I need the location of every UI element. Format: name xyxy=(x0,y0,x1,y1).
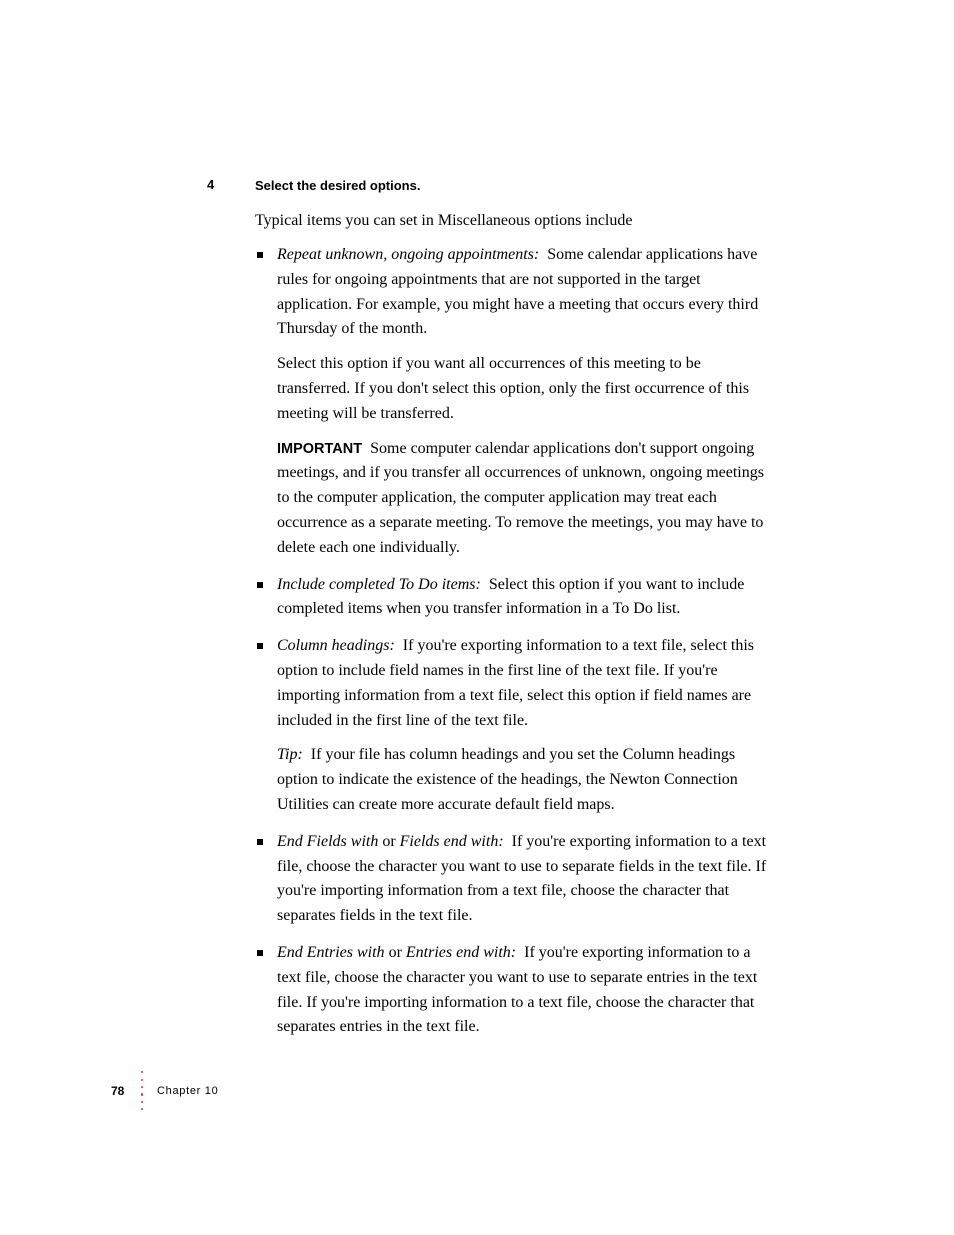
tip-label: Tip: xyxy=(277,746,303,763)
options-list: Repeat unknown, ongoing appointments: So… xyxy=(255,243,767,1040)
option-term: Column headings: xyxy=(277,637,395,654)
important-body: Some computer calendar applications don'… xyxy=(277,440,764,556)
important-block: IMPORTANT Some computer calendar applica… xyxy=(277,437,767,561)
list-item: End Entries with or Entries end with: If… xyxy=(255,941,767,1040)
option-term: Include completed To Do items: xyxy=(277,576,481,593)
option-term: Repeat unknown, ongoing appointments: xyxy=(277,246,539,263)
option-term: End Fields with xyxy=(277,833,378,850)
page-number: 78 xyxy=(111,1084,124,1098)
page-footer: 78 Chapter 10 xyxy=(107,1080,407,1110)
option-term-2: Fields end with: xyxy=(400,833,504,850)
option-term: End Entries with xyxy=(277,944,385,961)
option-extra: Select this option if you want all occur… xyxy=(277,352,767,426)
divider-dots-icon xyxy=(139,1066,145,1111)
intro-text: Typical items you can set in Miscellaneo… xyxy=(255,209,767,233)
tip-body: If your file has column headings and you… xyxy=(277,746,738,813)
step-number: 4 xyxy=(207,177,214,192)
step-heading: Select the desired options. xyxy=(255,178,420,193)
chapter-label: Chapter 10 xyxy=(157,1085,218,1097)
list-item: Repeat unknown, ongoing appointments: So… xyxy=(255,243,767,561)
list-item: Include completed To Do items: Select th… xyxy=(255,573,767,623)
or-text: or xyxy=(385,944,406,961)
list-item: Column headings: If you're exporting inf… xyxy=(255,634,767,818)
or-text: or xyxy=(378,833,399,850)
step-line: 4 Select the desired options. xyxy=(227,177,767,195)
content-column: 4 Select the desired options. Typical it… xyxy=(227,177,767,1052)
tip-block: Tip: If your file has column headings an… xyxy=(277,743,767,817)
important-label: IMPORTANT xyxy=(277,441,362,457)
list-item: End Fields with or Fields end with: If y… xyxy=(255,830,767,929)
page: 4 Select the desired options. Typical it… xyxy=(0,0,954,1235)
option-term-2: Entries end with: xyxy=(406,944,516,961)
